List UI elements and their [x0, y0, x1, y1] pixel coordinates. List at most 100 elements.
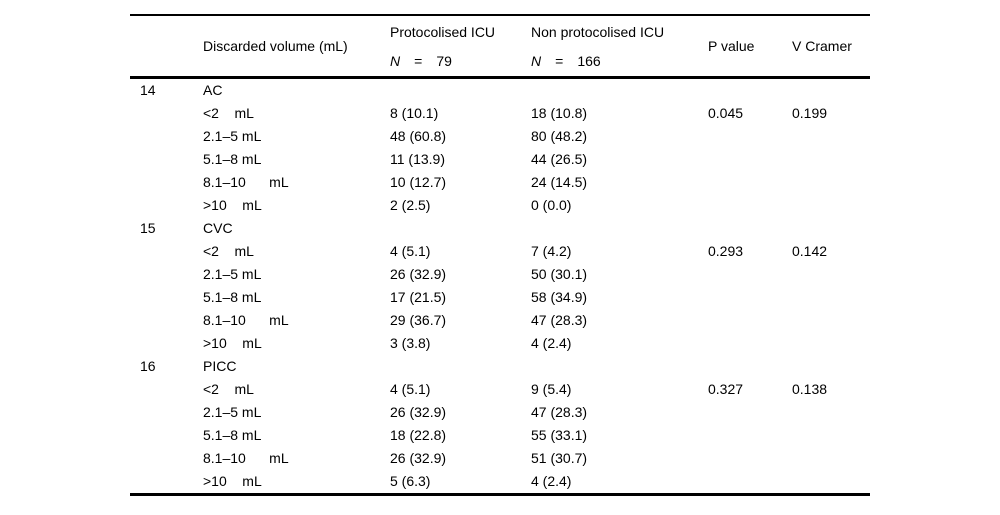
- equals-sign: =: [555, 53, 564, 69]
- empty-cell: [140, 332, 203, 355]
- data-row: 5.1–8 mL 11 (13.9) 44 (26.5): [130, 148, 870, 171]
- empty-cell: [792, 125, 870, 148]
- nonproto-value: 47 (28.3): [531, 404, 588, 420]
- data-row: 8.1–10 mL 29 (36.7) 47 (28.3): [130, 309, 870, 332]
- data-row: <2 mL 8 (10.1) 18 (10.8) 0.045 0.199: [130, 102, 870, 125]
- empty-cell: [140, 401, 203, 424]
- data-row: 5.1–8 mL 18 (22.8) 55 (33.1): [130, 424, 870, 447]
- proto-value: 18 (22.8): [390, 427, 447, 443]
- p-value: 0.327: [708, 381, 744, 397]
- empty-cell: [708, 470, 792, 493]
- data-row: 5.1–8 mL 17 (21.5) 58 (34.9): [130, 286, 870, 309]
- header-non-protocolised-icu: Non protocolised ICU N = 166: [531, 16, 708, 76]
- empty-cell: [792, 263, 870, 286]
- nonproto-value: 7 (4.2): [531, 243, 572, 259]
- volume-range: <2 mL: [203, 243, 254, 259]
- table-header-row: Discarded volume (mL) Protocolised ICU N…: [130, 14, 870, 79]
- empty-cell: [792, 470, 870, 493]
- header-discarded-volume-label: Discarded volume (mL): [203, 38, 348, 54]
- empty-cell: [792, 194, 870, 217]
- p-value: 0.045: [708, 105, 744, 121]
- empty-cell: [140, 470, 203, 493]
- volume-range: >10 mL: [203, 197, 262, 213]
- header-row-number-col: [140, 16, 203, 76]
- volume-range: 5.1–8 mL: [203, 151, 262, 167]
- empty-cell: [140, 447, 203, 470]
- empty-cell: [708, 79, 792, 102]
- header-p-value: P value: [708, 16, 792, 76]
- empty-cell: [531, 217, 708, 240]
- nonproto-value: 58 (34.9): [531, 289, 588, 305]
- header-discarded-volume: Discarded volume (mL): [203, 16, 390, 76]
- header-protocolised-title: Protocolised ICU: [390, 24, 496, 40]
- nonproto-value: 18 (10.8): [531, 105, 588, 121]
- n-count: 166: [577, 53, 601, 69]
- empty-cell: [390, 355, 531, 378]
- empty-cell: [792, 332, 870, 355]
- empty-cell: [708, 332, 792, 355]
- n-symbol: N: [531, 53, 542, 69]
- volume-range: 2.1–5 mL: [203, 266, 262, 282]
- header-p-value-label: P value: [708, 38, 755, 54]
- proto-value: 4 (5.1): [390, 381, 431, 397]
- empty-cell: [390, 79, 531, 102]
- empty-cell: [531, 79, 708, 102]
- volume-range: 5.1–8 mL: [203, 289, 262, 305]
- empty-cell: [708, 125, 792, 148]
- nonproto-value: 80 (48.2): [531, 128, 588, 144]
- empty-cell: [140, 263, 203, 286]
- proto-value: 3 (3.8): [390, 335, 431, 351]
- proto-value: 17 (21.5): [390, 289, 447, 305]
- nonproto-value: 51 (30.7): [531, 450, 588, 466]
- category-row: 14 AC: [130, 79, 870, 102]
- category-row: 15 CVC: [130, 217, 870, 240]
- nonproto-value: 44 (26.5): [531, 151, 588, 167]
- volume-range: >10 mL: [203, 473, 262, 489]
- nonproto-value: 55 (33.1): [531, 427, 588, 443]
- p-value: 0.293: [708, 243, 744, 259]
- data-row: 2.1–5 mL 48 (60.8) 80 (48.2): [130, 125, 870, 148]
- row-number: 14: [140, 82, 156, 98]
- empty-cell: [140, 309, 203, 332]
- empty-cell: [140, 378, 203, 401]
- data-row: 2.1–5 mL 26 (32.9) 50 (30.1): [130, 263, 870, 286]
- volume-range: 8.1–10 mL: [203, 312, 289, 328]
- proto-value: 8 (10.1): [390, 105, 439, 121]
- header-protocolised-icu: Protocolised ICU N = 79: [390, 16, 531, 76]
- table-body: 14 AC <2 mL 8 (10.1) 18 (10.8) 0.045 0.1…: [130, 79, 870, 496]
- empty-cell: [792, 424, 870, 447]
- empty-cell: [140, 171, 203, 194]
- category-label: PICC: [203, 358, 237, 374]
- nonproto-value: 50 (30.1): [531, 266, 588, 282]
- n-count: 79: [436, 53, 452, 69]
- empty-cell: [390, 217, 531, 240]
- empty-cell: [708, 286, 792, 309]
- discarded-volume-table: Discarded volume (mL) Protocolised ICU N…: [130, 14, 870, 496]
- equals-sign: =: [414, 53, 423, 69]
- nonproto-value: 9 (5.4): [531, 381, 572, 397]
- proto-value: 26 (32.9): [390, 266, 447, 282]
- empty-cell: [708, 148, 792, 171]
- proto-value: 10 (12.7): [390, 174, 447, 190]
- empty-cell: [708, 263, 792, 286]
- data-row: 8.1–10 mL 10 (12.7) 24 (14.5): [130, 171, 870, 194]
- category-label: CVC: [203, 220, 233, 236]
- category-row: 16 PICC: [130, 355, 870, 378]
- empty-cell: [531, 355, 708, 378]
- empty-cell: [140, 286, 203, 309]
- nonproto-value: 0 (0.0): [531, 197, 572, 213]
- empty-cell: [140, 148, 203, 171]
- empty-cell: [792, 217, 870, 240]
- proto-value: 29 (36.7): [390, 312, 447, 328]
- empty-cell: [792, 79, 870, 102]
- data-row: >10 mL 5 (6.3) 4 (2.4): [130, 470, 870, 493]
- volume-range: 8.1–10 mL: [203, 174, 289, 190]
- nonproto-value: 4 (2.4): [531, 335, 572, 351]
- data-row: <2 mL 4 (5.1) 7 (4.2) 0.293 0.142: [130, 240, 870, 263]
- header-non-protocolised-title: Non protocolised ICU: [531, 24, 665, 40]
- empty-cell: [792, 286, 870, 309]
- volume-range: 2.1–5 mL: [203, 404, 262, 420]
- volume-range: 2.1–5 mL: [203, 128, 262, 144]
- empty-cell: [140, 194, 203, 217]
